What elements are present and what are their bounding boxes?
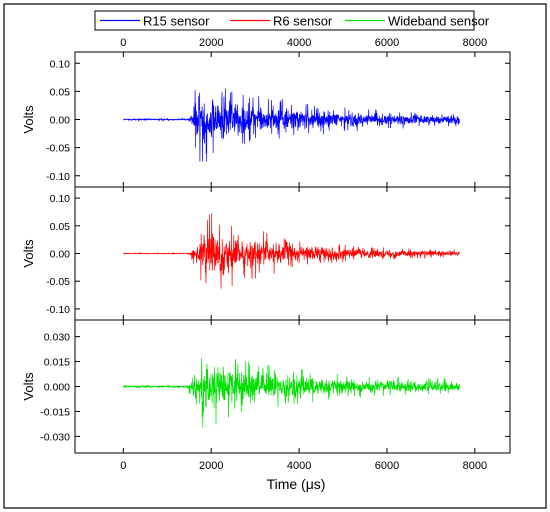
- plot-area: 0.10 0.05 0.00 -0.05 -0.10 Volts 0.10 0.05 0.00 -…: [21, 37, 511, 472]
- y-tick-label: 0.000: [44, 382, 70, 394]
- legend-label-r6: R6 sensor: [273, 14, 333, 29]
- y-tick-label: 0.05: [50, 221, 71, 233]
- waveform-r15-sensor: [123, 88, 460, 162]
- y-tick-label: 0.10: [50, 58, 71, 70]
- y-tick-label: -0.10: [46, 171, 70, 183]
- x-tick-label: 2000: [199, 460, 223, 472]
- y-tick-label: 0.00: [50, 249, 71, 261]
- legend-label-r15: R15 sensor: [143, 14, 210, 29]
- y-tick-label: -0.030: [40, 431, 70, 443]
- y-axis-label: Volts: [21, 105, 36, 134]
- y-axis-label: Volts: [21, 372, 36, 401]
- y-tick-label: -0.10: [46, 304, 70, 316]
- x-axis-label: Time (μs): [267, 476, 326, 492]
- y-tick-label: 0.05: [50, 86, 71, 98]
- x-tick-label-top: 4000: [287, 37, 311, 49]
- y-tick-label: 0.00: [50, 115, 71, 127]
- waveform-r6-sensor: [123, 212, 460, 289]
- y-tick-label: 0.10: [50, 193, 71, 205]
- x-tick-label: 0: [120, 460, 126, 472]
- x-tick-label: 8000: [463, 460, 487, 472]
- y-axis-label: Volts: [21, 239, 36, 268]
- x-tick-label-top: 6000: [375, 37, 399, 49]
- panel-3: 0.030 0.015 0.000 -0.015 -0.030 Volts: [21, 319, 511, 454]
- legend-box: [94, 10, 475, 31]
- x-tick-label-top: 0: [120, 37, 126, 49]
- legend-label-wideband: Wideband sensor: [388, 14, 490, 29]
- x-tick-label-top: 2000: [199, 37, 223, 49]
- y-tick-label: 0.030: [44, 332, 70, 344]
- waveform-wideband-sensor: [123, 358, 460, 428]
- y-tick-label: -0.05: [46, 143, 70, 155]
- y-tick-label: -0.015: [40, 406, 70, 418]
- x-tick-label-top: 8000: [463, 37, 487, 49]
- x-tick-label: 6000: [375, 460, 399, 472]
- legend: R15 sensor R6 sensor Wideband sensor: [94, 10, 490, 31]
- y-tick-label: 0.015: [44, 357, 70, 369]
- x-tick-label: 4000: [287, 460, 311, 472]
- y-tick-label: -0.05: [46, 276, 70, 288]
